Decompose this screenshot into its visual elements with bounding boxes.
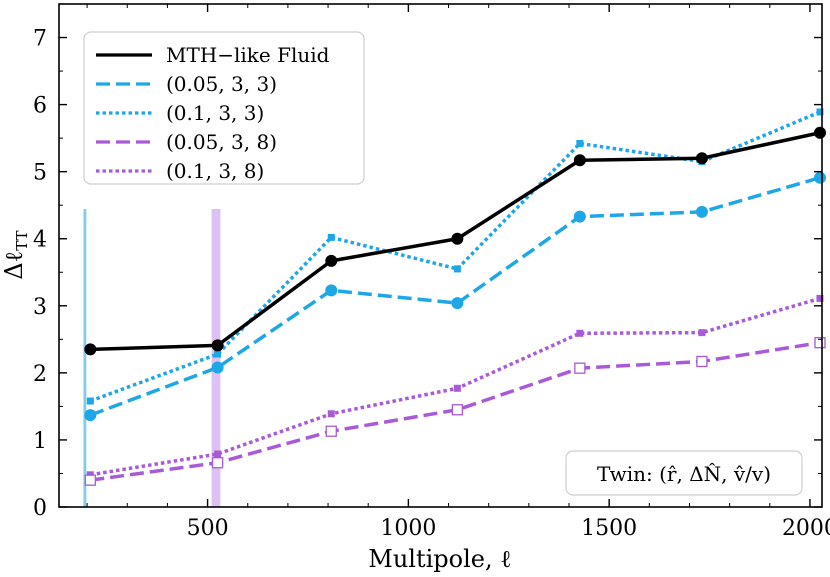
data-point-4-4 <box>576 329 584 337</box>
legend-label-2: (0.1, 3, 3) <box>166 101 264 125</box>
legend-item-4: (0.1, 3, 8) <box>96 159 264 183</box>
data-point-0-2 <box>325 254 338 267</box>
data-point-3-1 <box>211 457 224 469</box>
data-point-0-3 <box>451 232 464 245</box>
annotation-frame <box>565 450 803 496</box>
legend: MTH−like Fluid (0.05, 3, 3) (0.1, 3, 3) (0.… <box>83 31 365 185</box>
series-1 <box>84 171 826 422</box>
data-point-1-3 <box>451 297 464 310</box>
legend-label-1: (0.05, 3, 3) <box>166 72 277 96</box>
data-point-4-6 <box>816 294 824 302</box>
y-tick-label-5: 5 <box>33 161 47 186</box>
y-tick-label-3: 3 <box>33 295 47 320</box>
y-tick-label-6: 6 <box>33 94 47 119</box>
data-point-4-2 <box>327 410 335 418</box>
legend-item-1: (0.05, 3, 3) <box>96 72 277 96</box>
x-tick-label-0: 500 <box>187 516 229 541</box>
legend-label-3: (0.05, 3, 8) <box>166 130 277 154</box>
annotation-box: Twin: (r̂, ΔN̂, v̂/v) <box>565 450 803 496</box>
data-point-1-1 <box>211 361 224 374</box>
data-point-0-0 <box>84 343 97 356</box>
series-0 <box>84 126 826 356</box>
legend-items: MTH−like Fluid (0.05, 3, 3) (0.1, 3, 3) (0.… <box>96 43 330 183</box>
y-tick-label-7: 7 <box>33 27 47 52</box>
vertical-band-1 <box>211 209 221 507</box>
y-tick-label-0: 0 <box>33 496 47 521</box>
axis-ticks <box>59 4 822 508</box>
data-point-3-0 <box>84 474 96 486</box>
data-point-2-1 <box>214 350 222 358</box>
y-axis-label: ΔℓTT <box>0 230 31 279</box>
data-point-1-0 <box>84 409 97 422</box>
legend-label-0: MTH−like Fluid <box>166 43 330 67</box>
data-point-2-0 <box>86 397 94 405</box>
series-line-1 <box>89 176 821 417</box>
data-point-4-1 <box>214 450 222 458</box>
legend-label-4: (0.1, 3, 8) <box>166 159 264 183</box>
plot-frame <box>58 3 823 508</box>
data-point-4-3 <box>453 384 461 392</box>
legend-item-0: MTH−like Fluid <box>96 43 330 67</box>
legend-item-3: (0.05, 3, 8) <box>96 130 277 154</box>
data-point-2-3 <box>453 265 461 273</box>
data-point-0-4 <box>573 154 586 167</box>
data-point-3-2 <box>325 425 337 437</box>
y-tick-label-1: 1 <box>33 429 47 454</box>
x-axis-label: Multipole, ℓ <box>368 545 511 573</box>
data-point-3-4 <box>574 362 586 374</box>
data-point-4-5 <box>698 329 706 337</box>
y-tick-label-4: 4 <box>33 228 47 253</box>
data-point-3-6 <box>814 337 826 349</box>
data-point-1-4 <box>573 210 586 223</box>
data-point-1-5 <box>695 205 708 218</box>
data-point-3-3 <box>451 404 464 416</box>
data-point-2-6 <box>816 108 824 116</box>
data-point-0-5 <box>695 152 708 165</box>
data-point-1-6 <box>813 171 826 184</box>
legend-item-2: (0.1, 3, 3) <box>96 101 264 125</box>
series-layer <box>84 108 826 486</box>
data-point-0-6 <box>813 126 826 139</box>
y-axis-label-main: Δℓ <box>0 251 28 280</box>
vertical-band-0 <box>83 209 87 507</box>
y-axis-label-subscript: TT <box>13 230 31 250</box>
x-tick-label-1: 1000 <box>380 516 436 541</box>
x-tick-label-2: 1500 <box>581 516 637 541</box>
vertical-bands <box>83 209 221 507</box>
annotation-text: Twin: (r̂, ΔN̂, v̂/v) <box>597 462 771 486</box>
data-point-2-4 <box>576 139 584 147</box>
series-3 <box>84 337 826 486</box>
data-point-3-5 <box>696 355 708 368</box>
legend-box <box>83 31 365 185</box>
data-point-1-2 <box>325 284 338 297</box>
data-point-2-2 <box>327 233 335 241</box>
y-tick-label-2: 2 <box>33 362 47 387</box>
data-point-0-1 <box>211 339 224 352</box>
